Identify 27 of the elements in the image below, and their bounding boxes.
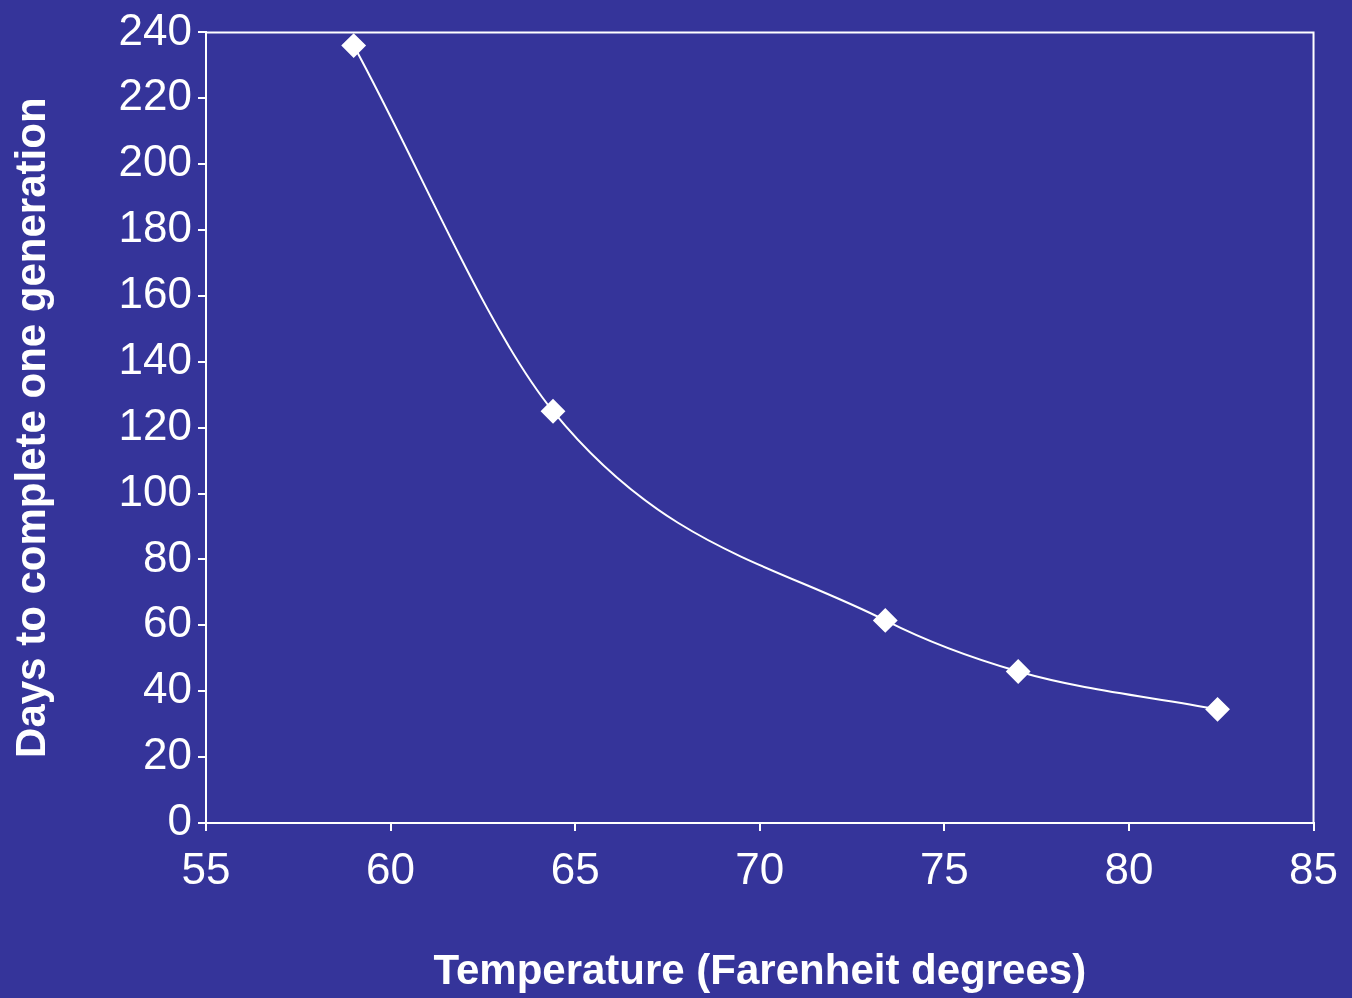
y-tick-label: 40 [143, 663, 192, 713]
y-tick-label: 240 [118, 4, 192, 54]
y-axis-title: Days to complete one generation [6, 97, 54, 758]
x-tick-label: 60 [366, 843, 416, 893]
point [873, 608, 898, 633]
x-tick-label: 85 [1289, 843, 1339, 893]
x-axis-title: Temperature (Farenheit degrees) [433, 946, 1087, 994]
x-tick-label: 70 [735, 843, 785, 893]
y-tick-label: 180 [118, 202, 192, 252]
point [541, 399, 566, 424]
y-tick-label: 160 [118, 268, 192, 318]
point [1205, 697, 1230, 722]
y-tick-label: 200 [118, 136, 192, 186]
point [1006, 659, 1031, 684]
y-tick-label: 140 [118, 333, 192, 383]
y-tick-label: 60 [143, 597, 192, 647]
y-tick-label: 0 [167, 795, 192, 845]
y-tick-label: 220 [118, 70, 192, 120]
y-tick-label: 100 [118, 465, 192, 515]
y-tick-label: 80 [143, 531, 192, 581]
x-tick-label: 80 [1104, 843, 1154, 893]
x-tick-label: 65 [550, 843, 600, 893]
y-tick-label: 120 [118, 399, 192, 449]
x-tick-label: 75 [919, 843, 969, 893]
x-tick-label: 55 [181, 843, 231, 893]
y-tick-label: 20 [143, 729, 192, 779]
point [341, 33, 366, 58]
